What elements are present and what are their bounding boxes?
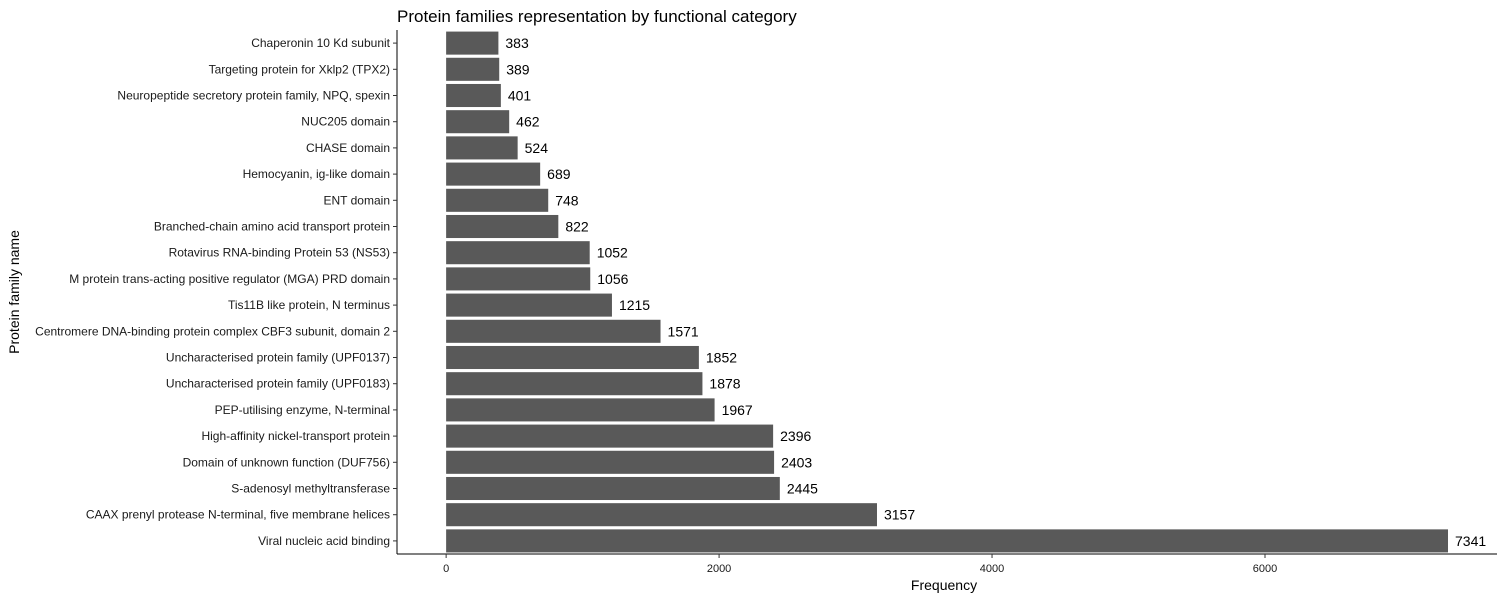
category-label: Centromere DNA-binding protein complex C… — [35, 324, 390, 338]
bar-value-label: 1852 — [706, 350, 737, 366]
bar — [446, 293, 612, 317]
bar — [446, 214, 559, 239]
x-tick-label: 4000 — [980, 563, 1004, 575]
x-axis-title: Frequency — [911, 577, 977, 593]
bar — [446, 188, 549, 212]
bar — [446, 529, 1449, 553]
bar-value-label: 401 — [508, 88, 532, 104]
bar-value-label: 689 — [547, 166, 571, 182]
bar-value-label: 1967 — [722, 402, 753, 418]
bar — [446, 267, 591, 291]
category-label: Uncharacterised protein family (UPF0183) — [166, 377, 390, 391]
bar — [446, 424, 774, 448]
category-label: CHASE domain — [306, 141, 390, 155]
x-tick-label: 0 — [443, 563, 449, 575]
category-label: NUC205 domain — [301, 115, 390, 129]
bar — [446, 476, 780, 501]
bar — [446, 319, 661, 343]
bar — [446, 83, 501, 108]
bar — [446, 136, 518, 160]
bar-value-label: 524 — [525, 140, 549, 156]
category-label: Branched-chain amino acid transport prot… — [154, 220, 390, 234]
bar-value-label: 822 — [565, 219, 589, 235]
bar — [446, 345, 699, 370]
category-label: Tis11B like protein, N terminus — [228, 298, 390, 312]
bar — [446, 110, 510, 134]
bar-value-label: 389 — [506, 61, 530, 77]
y-axis-title: Protein family name — [6, 230, 22, 354]
category-label: High-affinity nickel-transport protein — [201, 429, 390, 443]
category-label: Targeting protein for Xklp2 (TPX2) — [209, 62, 390, 76]
bar-value-label: 2445 — [787, 481, 818, 497]
bar-value-label: 748 — [555, 192, 579, 208]
bar — [446, 503, 877, 527]
bar — [446, 450, 775, 474]
bar-value-label: 383 — [505, 35, 529, 51]
category-label: CAAX prenyl protease N-terminal, five me… — [86, 508, 390, 522]
category-label: Uncharacterised protein family (UPF0137) — [166, 351, 390, 365]
bar — [446, 57, 500, 81]
bar-value-label: 2403 — [781, 454, 812, 470]
x-tick-label: 2000 — [707, 563, 731, 575]
bar-value-label: 3157 — [884, 507, 915, 523]
bar — [446, 241, 590, 265]
bar — [446, 31, 499, 55]
category-label: Neuropeptide secretory protein family, N… — [117, 89, 390, 103]
category-label: Hemocyanin, ig-like domain — [243, 167, 390, 181]
category-label: Rotavirus RNA-binding Protein 53 (NS53) — [169, 246, 390, 260]
bar-value-label: 2396 — [780, 428, 811, 444]
bar-value-label: 1052 — [597, 245, 628, 261]
bar — [446, 162, 541, 186]
x-tick-label: 6000 — [1253, 563, 1277, 575]
plot-area: 383 389 401 462 524 689 748 822 1052 1056 1215 1571… — [446, 31, 1486, 553]
category-label: PEP-utilising enzyme, N-terminal — [215, 403, 390, 417]
bar — [446, 398, 715, 422]
bar-value-label: 1056 — [597, 271, 628, 287]
category-label: ENT domain — [324, 193, 390, 207]
category-label: Viral nucleic acid binding — [258, 534, 390, 548]
bar-value-label: 1215 — [619, 297, 650, 313]
bar — [446, 372, 703, 396]
bar-value-label: 1571 — [668, 323, 699, 339]
chart-title: Protein families representation by funct… — [397, 7, 797, 26]
category-label: Chaperonin 10 Kd subunit — [251, 36, 390, 50]
bar-value-label: 1878 — [709, 376, 740, 392]
category-label: S-adenosyl methyltransferase — [231, 482, 390, 496]
category-label: Domain of unknown function (DUF756) — [183, 455, 390, 469]
bar-value-label: 7341 — [1455, 533, 1486, 549]
category-label: M protein trans-acting positive regulato… — [69, 272, 390, 286]
bar-value-label: 462 — [516, 114, 540, 130]
